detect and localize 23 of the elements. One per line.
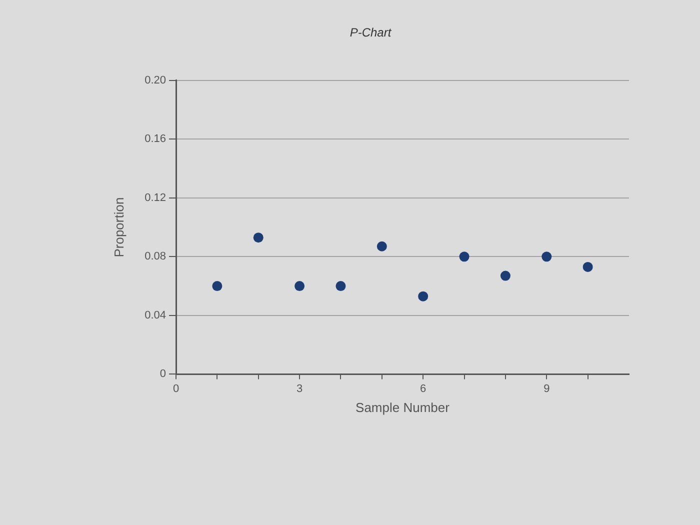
point [459, 252, 470, 262]
x-tick-label: 3 [296, 382, 303, 395]
y-axis-title: Proportion [111, 197, 126, 258]
point [336, 281, 346, 292]
x-axis-title: Sample Number [356, 400, 450, 415]
y-tick-label: 0.20 [144, 74, 166, 86]
point [582, 262, 593, 272]
point [542, 252, 552, 262]
point [376, 241, 387, 252]
y-tick-label: 0.08 [144, 250, 166, 263]
point [253, 232, 264, 243]
y-tick-label: 0.12 [144, 192, 166, 204]
point [418, 291, 428, 302]
point [500, 270, 510, 281]
point [212, 281, 222, 292]
y-tick-label: 0.04 [144, 309, 166, 322]
x-tick-label: 9 [544, 382, 550, 395]
x-tick-label: 6 [420, 382, 426, 395]
point [294, 281, 305, 292]
y-tick-label: 0 [160, 368, 166, 380]
y-tick-label: 0.16 [144, 133, 166, 146]
chart-title: P-Chart [350, 26, 392, 40]
x-tick-label: 0 [172, 382, 180, 395]
